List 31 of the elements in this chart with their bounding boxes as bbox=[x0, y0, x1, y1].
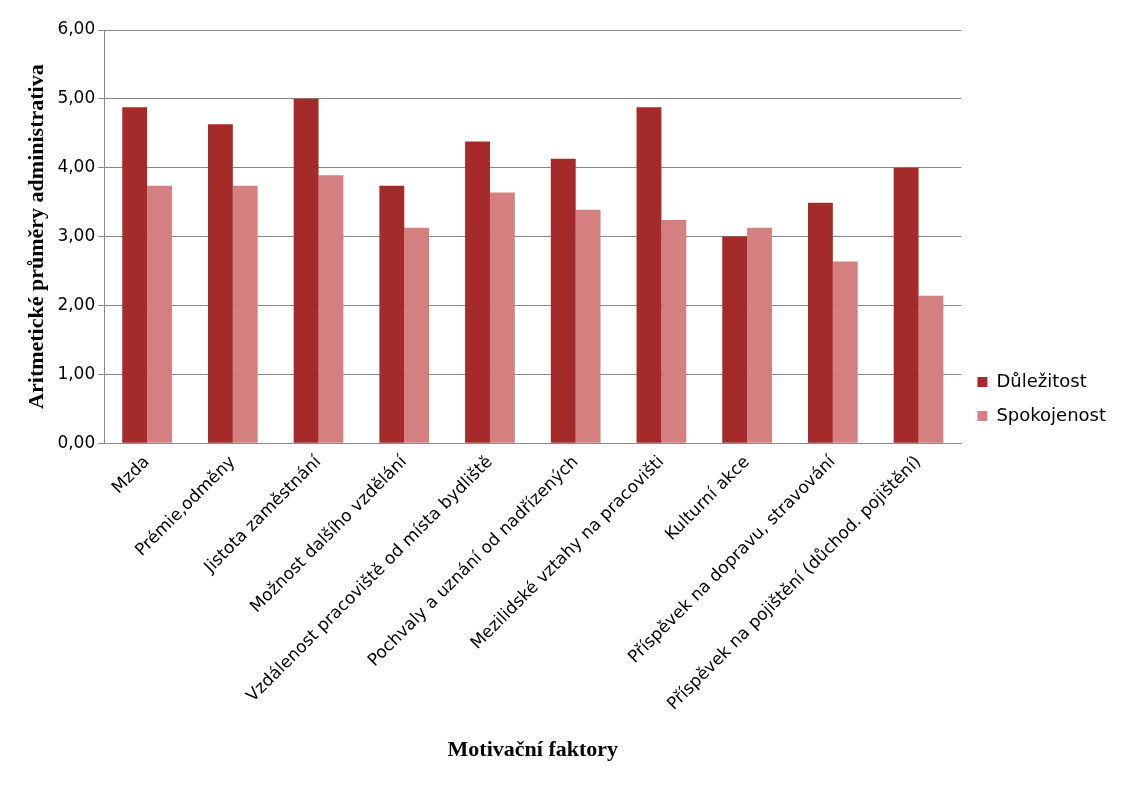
bar bbox=[489, 192, 515, 443]
bar bbox=[832, 261, 858, 443]
bar bbox=[636, 107, 662, 443]
y-tick-label: 2,00 bbox=[57, 293, 96, 314]
bar bbox=[404, 227, 430, 443]
bar bbox=[465, 141, 490, 443]
bar bbox=[575, 209, 601, 443]
y-tick-label: 6,00 bbox=[57, 18, 96, 39]
y-tick-label: 3,00 bbox=[57, 225, 96, 246]
bar bbox=[232, 185, 258, 443]
bar bbox=[207, 124, 233, 443]
bar bbox=[147, 185, 172, 443]
bar bbox=[379, 185, 405, 443]
bar bbox=[722, 236, 748, 443]
legend-label: Spokojenost bbox=[996, 403, 1106, 425]
bar bbox=[122, 107, 148, 443]
bar bbox=[807, 202, 833, 443]
bar bbox=[550, 158, 576, 443]
bar bbox=[918, 295, 944, 443]
y-tick-label: 1,00 bbox=[57, 362, 96, 383]
y-axis-title: Aritmetické průměry administrativa bbox=[22, 64, 48, 409]
bar bbox=[747, 227, 772, 443]
legend-label: Důležitost bbox=[996, 369, 1087, 391]
bar bbox=[293, 98, 319, 443]
bar bbox=[661, 220, 687, 443]
x-axis-title: Motivační faktory bbox=[447, 736, 619, 762]
bar bbox=[318, 175, 344, 443]
bar bbox=[893, 167, 919, 443]
y-tick-label: 0,00 bbox=[57, 431, 96, 452]
y-tick-label: 4,00 bbox=[57, 156, 96, 177]
y-tick-label: 5,00 bbox=[57, 87, 96, 108]
